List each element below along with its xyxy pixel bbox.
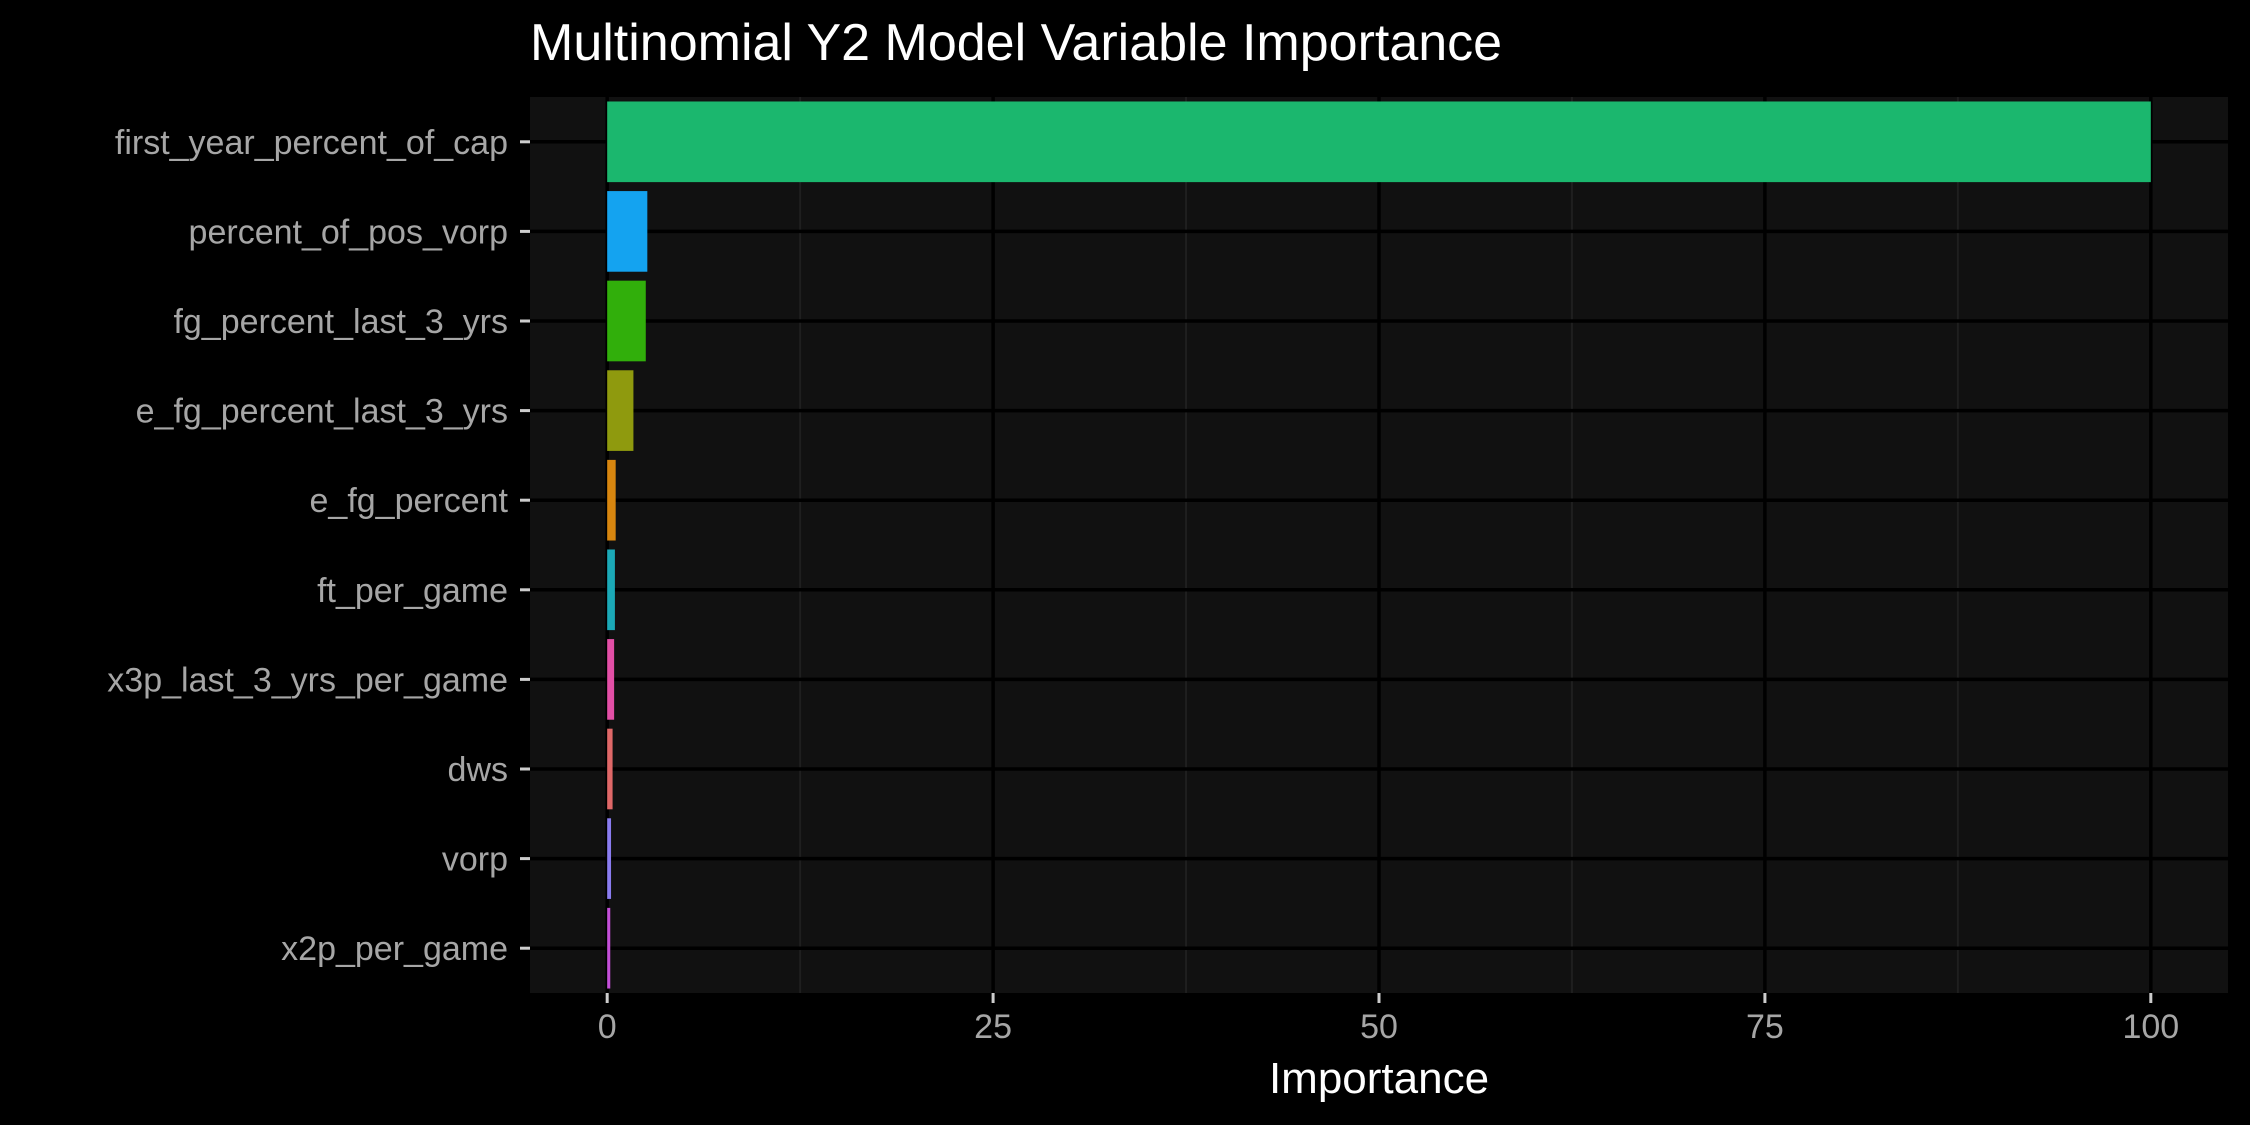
y-tick-label: ft_per_game [317, 572, 508, 610]
chart-title: Multinomial Y2 Model Variable Importance [530, 14, 1502, 72]
y-tick-label: x2p_per_game [281, 930, 508, 968]
bar-ft_per_game [607, 549, 615, 631]
bar-vorp [607, 818, 612, 899]
bar-e_fg_percent [607, 459, 616, 541]
x-tick-label: 25 [974, 1008, 1012, 1046]
bar-fg_percent_last_3_yrs [607, 280, 646, 362]
x-axis-title: Importance [1269, 1054, 1489, 1103]
y-tick-label: x3p_last_3_yrs_per_game [107, 661, 508, 699]
y-tick-label: e_fg_percent_last_3_yrs [136, 393, 508, 431]
y-tick-label: percent_of_pos_vorp [189, 213, 508, 251]
bar-e_fg_percent_last_3_yrs [607, 370, 634, 451]
y-axis: first_year_percent_of_cap percent_of_pos_… [107, 124, 530, 968]
y-tick-label: dws [448, 751, 508, 789]
x-tick-label: 50 [1360, 1008, 1398, 1046]
x-tick-label: 100 [2122, 1008, 2179, 1046]
bar-percent_of_pos_vorp [607, 191, 648, 272]
y-tick-label: vorp [442, 841, 508, 879]
bar-dws [607, 728, 613, 810]
bar-x2p_per_game [607, 907, 611, 989]
y-tick-label: e_fg_percent [310, 482, 509, 520]
bar-first_year_percent_of_cap [607, 101, 2151, 183]
bar-x3p_last_3_yrs_per_game [607, 639, 615, 720]
x-tick-label: 75 [1746, 1008, 1784, 1046]
y-tick-label: first_year_percent_of_cap [115, 124, 508, 162]
x-axis: 0 25 50 75 100 [598, 993, 2179, 1046]
y-tick-label: fg_percent_last_3_yrs [173, 303, 508, 341]
x-tick-label: 0 [598, 1008, 617, 1046]
bars [607, 101, 2151, 989]
